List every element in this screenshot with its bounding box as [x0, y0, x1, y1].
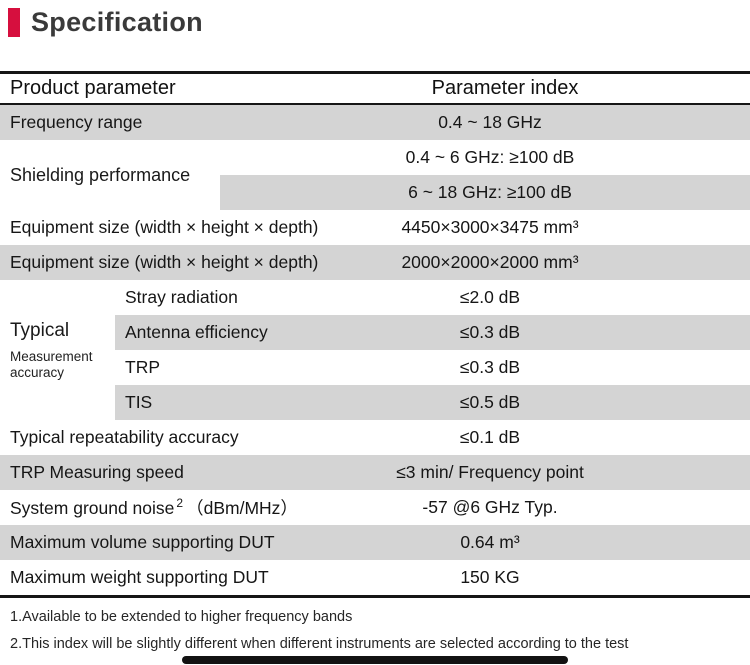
table-row-frequency-range: Frequency range 0.4 ~ 18 GHz	[0, 105, 750, 140]
ground-noise-label-text: System ground noise	[10, 498, 175, 518]
table-row-tis: TIS ≤0.5 dB	[0, 385, 750, 420]
row-label: Equipment size (width × height × depth)	[10, 252, 319, 272]
row-value: 2000×2000×2000 mm³	[401, 252, 579, 272]
row-label: Maximum volume supporting DUT	[10, 532, 275, 552]
table-row-equipment-size-small: Equipment size (width × height × depth) …	[0, 245, 750, 280]
table-row-max-volume: Maximum volume supporting DUT 0.64 m³	[0, 525, 750, 560]
table-row-antenna-efficiency: Antenna efficiency ≤0.3 dB	[0, 315, 750, 350]
row-label-measurement-accuracy: Typical Measurement accuracy	[10, 280, 122, 420]
page-header: Specification	[8, 7, 203, 38]
row-label: Maximum weight supporting DUT	[10, 567, 269, 587]
row-label: Typical repeatability accuracy	[10, 427, 239, 447]
row-value: -57 @6 GHz Typ.	[422, 497, 558, 517]
row-label: Shielding performance	[10, 164, 191, 185]
row-label: System ground noise 2 （dBm/MHz）	[0, 495, 298, 520]
col-header-parameter-index: Parameter index	[431, 77, 579, 99]
row-label: TRP Measuring speed	[10, 462, 184, 482]
row-value: ≤3 min/ Frequency point	[396, 462, 584, 482]
spec-table: Product parameter Parameter index Freque…	[0, 71, 750, 598]
row-label: Equipment size (width × height × depth)	[10, 217, 319, 237]
row-value: 0.4 ~ 6 GHz: ≥100 dB	[405, 147, 575, 167]
row-value: ≤0.5 dB	[459, 392, 521, 412]
table-row-shielding-high-band: 6 ~ 18 GHz: ≥100 dB	[0, 175, 750, 210]
row-label: TRP	[125, 357, 160, 377]
home-indicator-bar	[182, 656, 568, 664]
row-label: Stray radiation	[125, 287, 238, 307]
table-row-shielding-low-band: 0.4 ~ 6 GHz: ≥100 dB	[0, 140, 750, 175]
row-value: 6 ~ 18 GHz: ≥100 dB	[408, 182, 572, 202]
footnote-ref-superscript: 2	[176, 496, 184, 510]
table-group-measurement-accuracy: Typical Measurement accuracy Stray radia…	[0, 280, 750, 420]
table-group-shielding: Shielding performance 0.4 ~ 6 GHz: ≥100 …	[0, 140, 750, 210]
row-value: ≤0.3 dB	[459, 322, 521, 342]
table-row-max-weight: Maximum weight supporting DUT 150 KG	[0, 560, 750, 595]
row-value: 0.64 m³	[460, 532, 520, 552]
table-row-system-ground-noise: System ground noise 2 （dBm/MHz） -57 @6 GHz…	[0, 490, 750, 525]
table-row-repeatability: Typical repeatability accuracy ≤0.1 dB	[0, 420, 750, 455]
row-value: 150 KG	[460, 567, 520, 587]
row-label: TIS	[125, 392, 153, 412]
page-title: Specification	[31, 7, 203, 37]
table-row-equipment-size-large: Equipment size (width × height × depth) …	[0, 210, 750, 245]
accuracy-label-subtitle: Measurement accuracy	[10, 348, 93, 380]
footnote-1: 1.Available to be extended to higher fre…	[10, 609, 353, 625]
table-header-row: Product parameter Parameter index	[0, 74, 750, 105]
row-value: 4450×3000×3475 mm³	[401, 217, 579, 237]
table-row-trp: TRP ≤0.3 dB	[0, 350, 750, 385]
row-label: Frequency range	[10, 112, 143, 132]
row-value: ≤2.0 dB	[459, 287, 521, 307]
ground-noise-unit-text: （dBm/MHz）	[186, 498, 298, 518]
row-value: ≤0.1 dB	[459, 427, 521, 447]
row-value: 0.4 ~ 18 GHz	[438, 112, 542, 132]
footnote-2: 2.This index will be slightly different …	[10, 636, 629, 652]
accuracy-label-title: Typical	[10, 319, 70, 341]
row-value: ≤0.3 dB	[459, 357, 521, 377]
table-row-trp-measuring-speed: TRP Measuring speed ≤3 min/ Frequency po…	[0, 455, 750, 490]
col-header-product-parameter: Product parameter	[10, 77, 176, 99]
footnotes: 1.Available to be extended to higher fre…	[10, 604, 628, 658]
table-row-stray-radiation: Stray radiation ≤2.0 dB	[0, 280, 750, 315]
title-accent-bar	[8, 8, 20, 37]
row-label: Antenna efficiency	[125, 322, 268, 342]
